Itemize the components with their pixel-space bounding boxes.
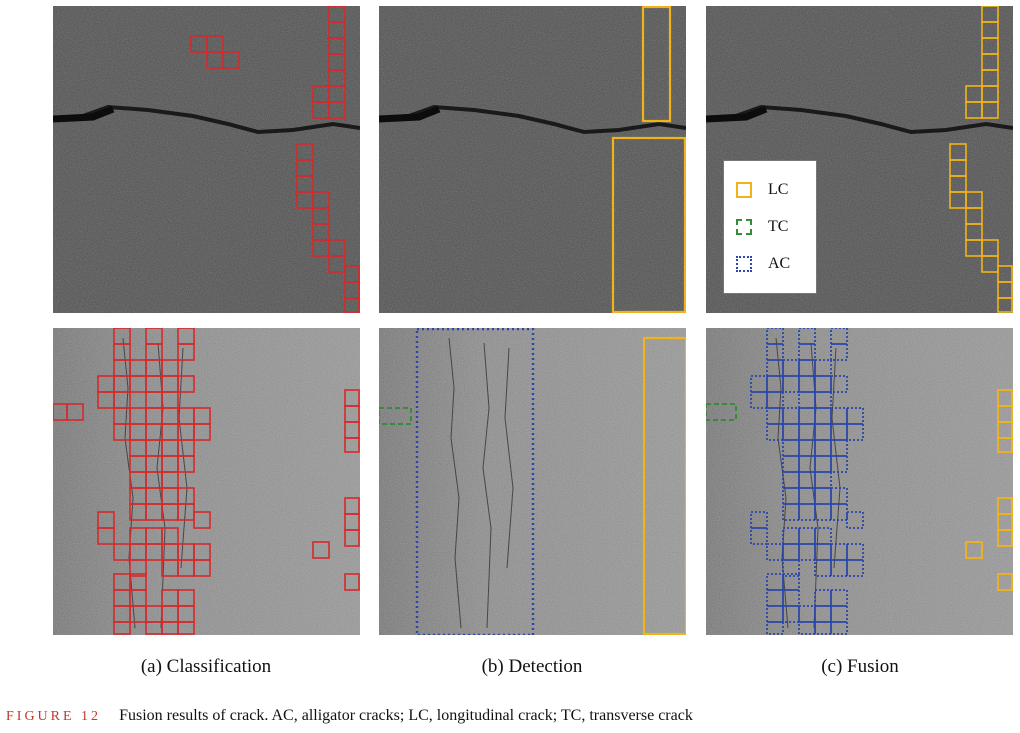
panel-bottom-classification bbox=[53, 328, 360, 635]
figure-text: Fusion results of crack. AC, alligator c… bbox=[119, 707, 693, 724]
pavement-image-bottom-a bbox=[53, 328, 360, 635]
legend-label: TC bbox=[768, 218, 789, 235]
tc-swatch-icon bbox=[736, 219, 752, 235]
classification-boxes-bottom bbox=[53, 328, 360, 635]
pavement-image-top-b bbox=[379, 6, 686, 313]
classification-boxes-top bbox=[190, 6, 360, 313]
legend-label: AC bbox=[768, 255, 791, 272]
legend-item-ac: AC bbox=[736, 253, 790, 275]
panel-bottom-fusion bbox=[706, 328, 1013, 635]
panel-bottom-detection bbox=[379, 328, 686, 635]
panel-top-classification bbox=[53, 6, 360, 313]
pavement-image-bottom-b bbox=[379, 328, 686, 635]
pavement-image-bottom-c bbox=[706, 328, 1013, 635]
legend: LC TC AC bbox=[723, 160, 817, 294]
caption-classification: (a) Classification bbox=[140, 656, 272, 677]
legend-item-lc: LC bbox=[736, 179, 788, 201]
figure-label: FIGURE 12 bbox=[6, 709, 102, 724]
panel-top-detection bbox=[379, 6, 686, 313]
figure-caption: FIGURE 12 Fusion results of crack. AC, al… bbox=[6, 707, 693, 725]
legend-item-tc: TC bbox=[736, 216, 788, 238]
caption-fusion: (c) Fusion bbox=[821, 656, 899, 677]
caption-detection: (b) Detection bbox=[481, 656, 583, 677]
ac-swatch-icon bbox=[736, 256, 752, 272]
legend-label: LC bbox=[768, 181, 789, 198]
lc-swatch-icon bbox=[736, 182, 752, 198]
